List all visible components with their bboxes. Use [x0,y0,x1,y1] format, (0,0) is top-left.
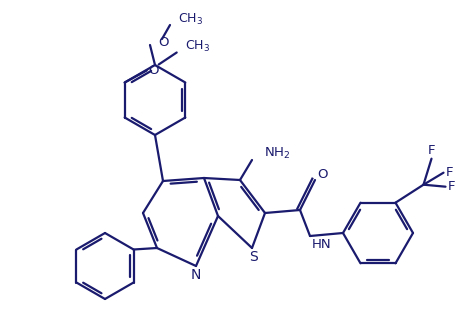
Text: O: O [318,168,328,180]
Text: NH$_2$: NH$_2$ [264,145,290,160]
Text: F: F [446,166,453,179]
Text: F: F [448,180,455,193]
Text: CH$_3$: CH$_3$ [185,39,210,54]
Text: CH$_3$: CH$_3$ [178,11,203,27]
Text: S: S [250,250,258,264]
Text: O: O [158,36,169,50]
Text: F: F [428,144,435,157]
Text: N: N [191,268,201,282]
Text: HN: HN [312,237,332,251]
Text: O: O [149,64,159,77]
